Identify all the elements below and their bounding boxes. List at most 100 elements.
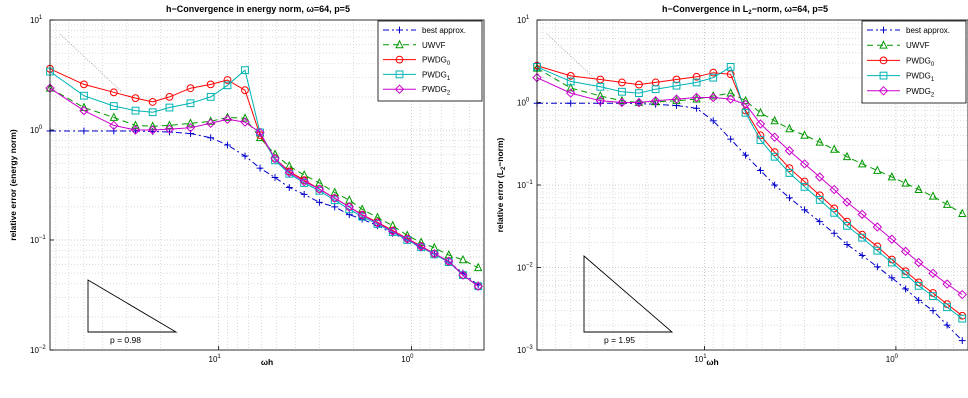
data-point	[770, 152, 779, 161]
data-point	[222, 114, 233, 125]
axes-box	[49, 19, 485, 351]
data-point	[331, 203, 339, 211]
data-point	[830, 204, 839, 213]
data-point	[815, 172, 825, 182]
legend-label-text: best approx.	[422, 26, 466, 35]
y-tick-label: 10−2	[30, 345, 46, 355]
data-point	[458, 270, 468, 280]
data-point	[617, 97, 627, 108]
data-point	[131, 120, 140, 129]
data-point	[474, 262, 483, 272]
label-text: −norm, ω=64, p=5	[752, 4, 828, 14]
data-point	[166, 128, 173, 136]
data-point	[858, 233, 867, 242]
x-tick-base: 10	[401, 355, 410, 364]
data-point	[815, 137, 824, 146]
data-point	[241, 152, 249, 160]
legend-label-sub: 1	[447, 76, 451, 82]
legend-label-sub: 2	[931, 92, 935, 98]
y-tick-exp: −2	[39, 345, 47, 351]
data-point	[223, 76, 232, 84]
data-point	[80, 80, 88, 89]
label-text: relative error (L	[495, 170, 505, 232]
data-point	[651, 85, 660, 94]
y-axis-label: relative error (energy norm)	[8, 129, 18, 241]
data-point	[566, 82, 575, 92]
legend-label-text: UWVF	[906, 41, 930, 50]
data-point	[958, 208, 967, 218]
y-tick-base: 10	[517, 264, 526, 273]
label-text: h−Convergence in L	[662, 4, 749, 14]
data-point	[285, 184, 293, 191]
data-point	[887, 234, 897, 244]
data-point	[372, 218, 383, 228]
reference-line	[59, 33, 123, 93]
data-point	[165, 120, 174, 129]
data-point	[300, 190, 308, 198]
data-point	[330, 187, 339, 196]
data-point	[725, 94, 736, 104]
data-point	[165, 103, 174, 112]
data-point	[741, 95, 750, 105]
data-point	[416, 241, 426, 252]
legend-label-text: PWDG	[906, 87, 931, 96]
data-point	[566, 72, 575, 80]
data-point	[741, 108, 750, 117]
data-point	[444, 256, 454, 267]
data-point	[148, 121, 157, 130]
data-point	[566, 77, 575, 86]
data-point	[131, 94, 140, 102]
data-point	[567, 99, 575, 107]
slope-label: p = 1.95	[604, 335, 635, 345]
data-point	[299, 176, 309, 187]
data-point	[784, 146, 795, 156]
data-point	[240, 117, 250, 127]
data-point	[635, 80, 643, 89]
x-tick-label: 101	[209, 354, 222, 364]
y-tick-label: 101	[30, 15, 43, 25]
slope-triangle	[87, 279, 178, 333]
legend-label-sub: 0	[447, 61, 451, 67]
data-point	[785, 164, 794, 173]
label-text: h−Convergence in energy norm, ω=64, p=5	[166, 4, 350, 14]
data-point	[473, 281, 483, 291]
legend-label-text: PWDG	[422, 56, 447, 65]
y-tick-exp: −1	[39, 235, 47, 241]
data-point	[830, 144, 839, 153]
data-point	[830, 229, 838, 237]
x-tick-exp: 0	[410, 354, 414, 360]
data-point	[692, 72, 701, 81]
data-point	[857, 158, 867, 168]
data-point	[929, 292, 937, 301]
data-point	[756, 131, 765, 140]
y-tick-base: 10	[517, 99, 526, 108]
legend-marker	[879, 56, 888, 65]
legend-marker	[395, 70, 404, 79]
y-tick-base: 10	[30, 126, 39, 135]
data-point	[858, 252, 866, 259]
data-point	[873, 242, 882, 251]
legend-label-text: best approx.	[906, 26, 950, 35]
data-point	[164, 124, 175, 134]
data-point	[727, 135, 735, 143]
series-line	[536, 65, 963, 317]
data-point	[769, 132, 780, 142]
legend-marker	[394, 84, 405, 94]
data-point	[928, 268, 938, 279]
data-point	[901, 178, 910, 187]
data-point	[148, 98, 157, 106]
chart-title: h−Convergence in L2−norm, ω=64, p=5	[662, 4, 828, 16]
data-point	[671, 94, 682, 104]
data-point	[672, 81, 681, 90]
legend-label: PWDG0	[906, 56, 935, 68]
data-point	[241, 86, 249, 95]
data-point	[693, 104, 700, 112]
data-point	[914, 281, 923, 290]
legend-label: best approx.	[422, 26, 466, 35]
chart-title: h−Convergence in energy norm, ω=64, p=5	[166, 4, 350, 14]
data-point	[915, 296, 923, 304]
data-point	[888, 274, 896, 282]
data-point	[887, 171, 897, 181]
